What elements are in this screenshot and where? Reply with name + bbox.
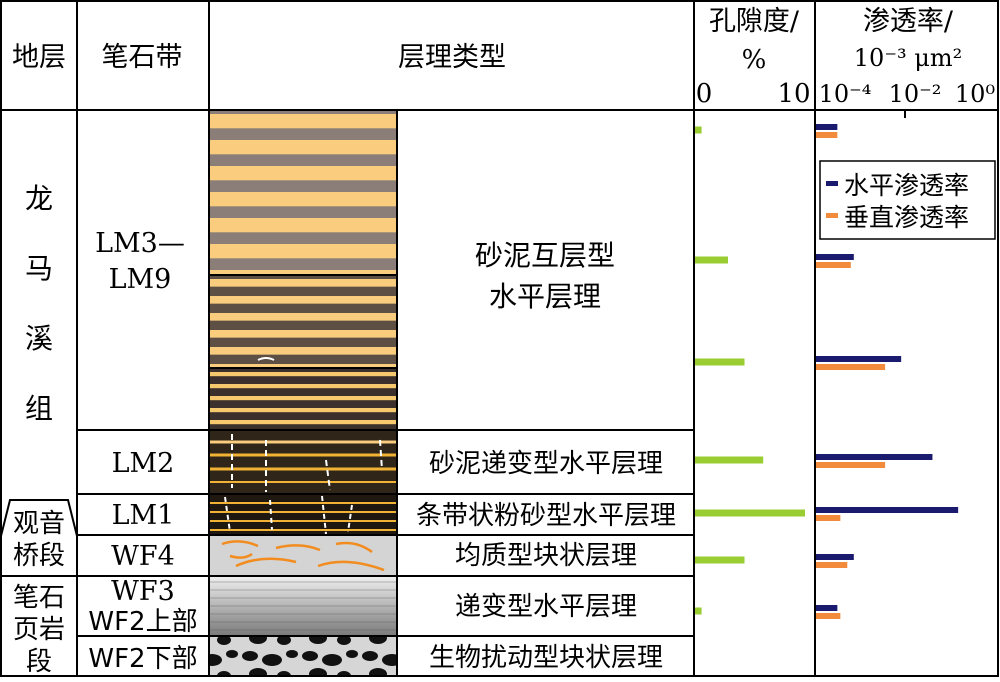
zone-wf2-lower: WF2下部	[88, 644, 197, 674]
perm-tick-3: 10⁰	[955, 80, 995, 108]
formation-longmaxi-1: 龙	[25, 182, 53, 215]
lm1-lithology	[210, 494, 397, 536]
sand-lamina	[210, 218, 397, 233]
vertical-permeability-bar	[816, 364, 886, 370]
lamination-graded-horizontal: 递变型水平层理	[455, 592, 637, 622]
sand-lamina	[210, 384, 397, 389]
lamination-graded-sand-mud: 砂泥递变型水平层理	[429, 449, 663, 479]
legend-vertical-label: 垂直渗透率	[844, 203, 969, 232]
header-graptolite-zone: 笔石带	[102, 42, 183, 73]
wf4-lithology	[210, 536, 397, 576]
sand-lamina	[210, 420, 397, 425]
porosity-bar	[695, 607, 702, 615]
formation-guanyinqiao-2: 桥段	[13, 541, 65, 571]
porosity-bar	[695, 358, 745, 366]
zone-wf4: WF4	[111, 541, 175, 572]
header-lamination-type: 层理类型	[398, 42, 506, 73]
formation-graptolite-3: 段	[26, 647, 52, 677]
formation-longmaxi-3: 溪	[25, 322, 53, 355]
legend-horizontal-label: 水平渗透率	[844, 171, 969, 200]
sand-lamina	[210, 270, 397, 274]
lamination-homogeneous: 均质型块状层理	[455, 541, 637, 571]
sand-lamina	[210, 372, 397, 377]
vertical-permeability-bar	[816, 262, 851, 268]
porosity-bar	[695, 126, 702, 134]
sand-lamina	[210, 244, 397, 259]
vertical-permeability-bar	[816, 515, 841, 521]
sand-lamina	[210, 364, 397, 367]
horizontal-permeability-bar	[816, 356, 902, 362]
zone-wf3: WF3	[111, 576, 175, 607]
bars-layer	[695, 124, 959, 619]
formation-longmaxi-4: 组	[25, 392, 53, 425]
sand-lamina	[210, 166, 397, 181]
vertical-permeability-bar	[816, 613, 841, 619]
porosity-bar	[695, 456, 764, 464]
zone-lm1: LM1	[112, 500, 175, 531]
sand-lamina	[210, 396, 397, 401]
zone-lm3-lm9-a: LM3—	[95, 228, 185, 259]
porosity-bar	[695, 256, 728, 264]
horizontal-permeability-bar	[816, 507, 959, 513]
header-strata: 地层	[12, 42, 66, 73]
horizontal-permeability-bar	[816, 124, 838, 130]
zone-lm3-lm9-b: LM9	[109, 264, 172, 295]
formation-guanyinqiao-1: 观音	[13, 509, 65, 539]
formation-graptolite-1: 笔石	[13, 583, 65, 613]
sand-lamina	[210, 140, 397, 155]
sand-lamina	[210, 114, 397, 129]
fracture-mark	[257, 357, 275, 361]
vertical-permeability-bar	[816, 462, 886, 468]
horizontal-permeability-bar	[816, 554, 854, 560]
legend-horizontal-swatch	[826, 181, 838, 186]
vertical-permeability-bar	[816, 132, 838, 138]
horizontal-permeability-bar	[816, 254, 854, 260]
sand-lamina	[210, 330, 397, 338]
header-porosity: 孔隙度/	[709, 6, 800, 37]
perm-tick-2: 10⁻²	[889, 80, 942, 108]
zone-lm2: LM2	[112, 448, 175, 479]
sand-lamina	[210, 192, 397, 207]
sand-lamina	[210, 279, 397, 287]
lithology-column	[210, 110, 397, 676]
legend: 水平渗透率 垂直渗透率	[819, 160, 996, 240]
zone-wf2-upper: WF2上部	[88, 607, 197, 637]
horizontal-permeability-bar	[816, 454, 933, 460]
sand-lamina	[210, 408, 397, 413]
porosity-tick-min: 0	[696, 79, 713, 109]
porosity-tick-max: 10	[777, 79, 810, 109]
lamination-interbedded-1: 砂泥互层型	[475, 239, 615, 272]
porosity-bar	[695, 556, 745, 564]
lamination-interbedded-2: 水平层理	[489, 280, 601, 313]
sand-lamina	[210, 347, 397, 355]
sand-lamina	[210, 296, 397, 304]
perm-tick-1: 10⁻⁴	[819, 80, 872, 108]
lamination-banded-silt: 条带状粉砂型水平层理	[416, 501, 676, 531]
header-permeability: 渗透率/	[863, 6, 954, 37]
lm2-lithology	[210, 431, 397, 494]
horizontal-permeability-bar	[816, 605, 838, 611]
legend-vertical-swatch	[826, 213, 838, 218]
lamination-bioturbated: 生物扰动型块状层理	[429, 643, 663, 673]
sand-lamina	[210, 313, 397, 321]
wf2-lower-lithology	[210, 636, 397, 676]
header-porosity-unit: %	[742, 45, 767, 75]
header-permeability-unit: 10⁻³ μm²	[854, 44, 962, 72]
porosity-bar	[695, 509, 805, 517]
formation-graptolite-2: 页岩	[13, 615, 65, 645]
vertical-permeability-bar	[816, 562, 848, 568]
formation-longmaxi-2: 马	[25, 252, 53, 285]
